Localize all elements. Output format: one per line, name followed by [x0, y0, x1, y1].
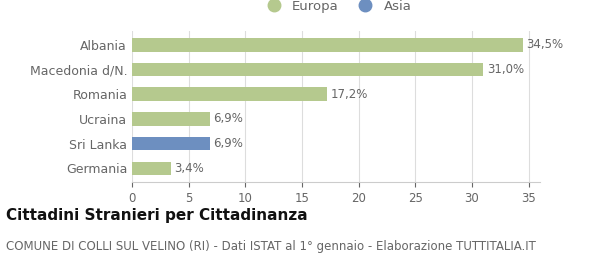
Bar [132, 87, 327, 101]
Bar [132, 38, 523, 52]
Bar [132, 161, 170, 175]
Text: 31,0%: 31,0% [487, 63, 524, 76]
Text: 6,9%: 6,9% [214, 113, 244, 126]
Text: Cittadini Stranieri per Cittadinanza: Cittadini Stranieri per Cittadinanza [6, 208, 308, 223]
Text: COMUNE DI COLLI SUL VELINO (RI) - Dati ISTAT al 1° gennaio - Elaborazione TUTTIT: COMUNE DI COLLI SUL VELINO (RI) - Dati I… [6, 240, 536, 253]
Text: 3,4%: 3,4% [174, 162, 203, 175]
Bar [132, 137, 210, 151]
Text: 6,9%: 6,9% [214, 137, 244, 150]
Bar [132, 63, 484, 76]
Bar [132, 112, 210, 126]
Legend: Europa, Asia: Europa, Asia [256, 0, 416, 16]
Text: 17,2%: 17,2% [331, 88, 368, 101]
Text: 34,5%: 34,5% [526, 38, 563, 51]
